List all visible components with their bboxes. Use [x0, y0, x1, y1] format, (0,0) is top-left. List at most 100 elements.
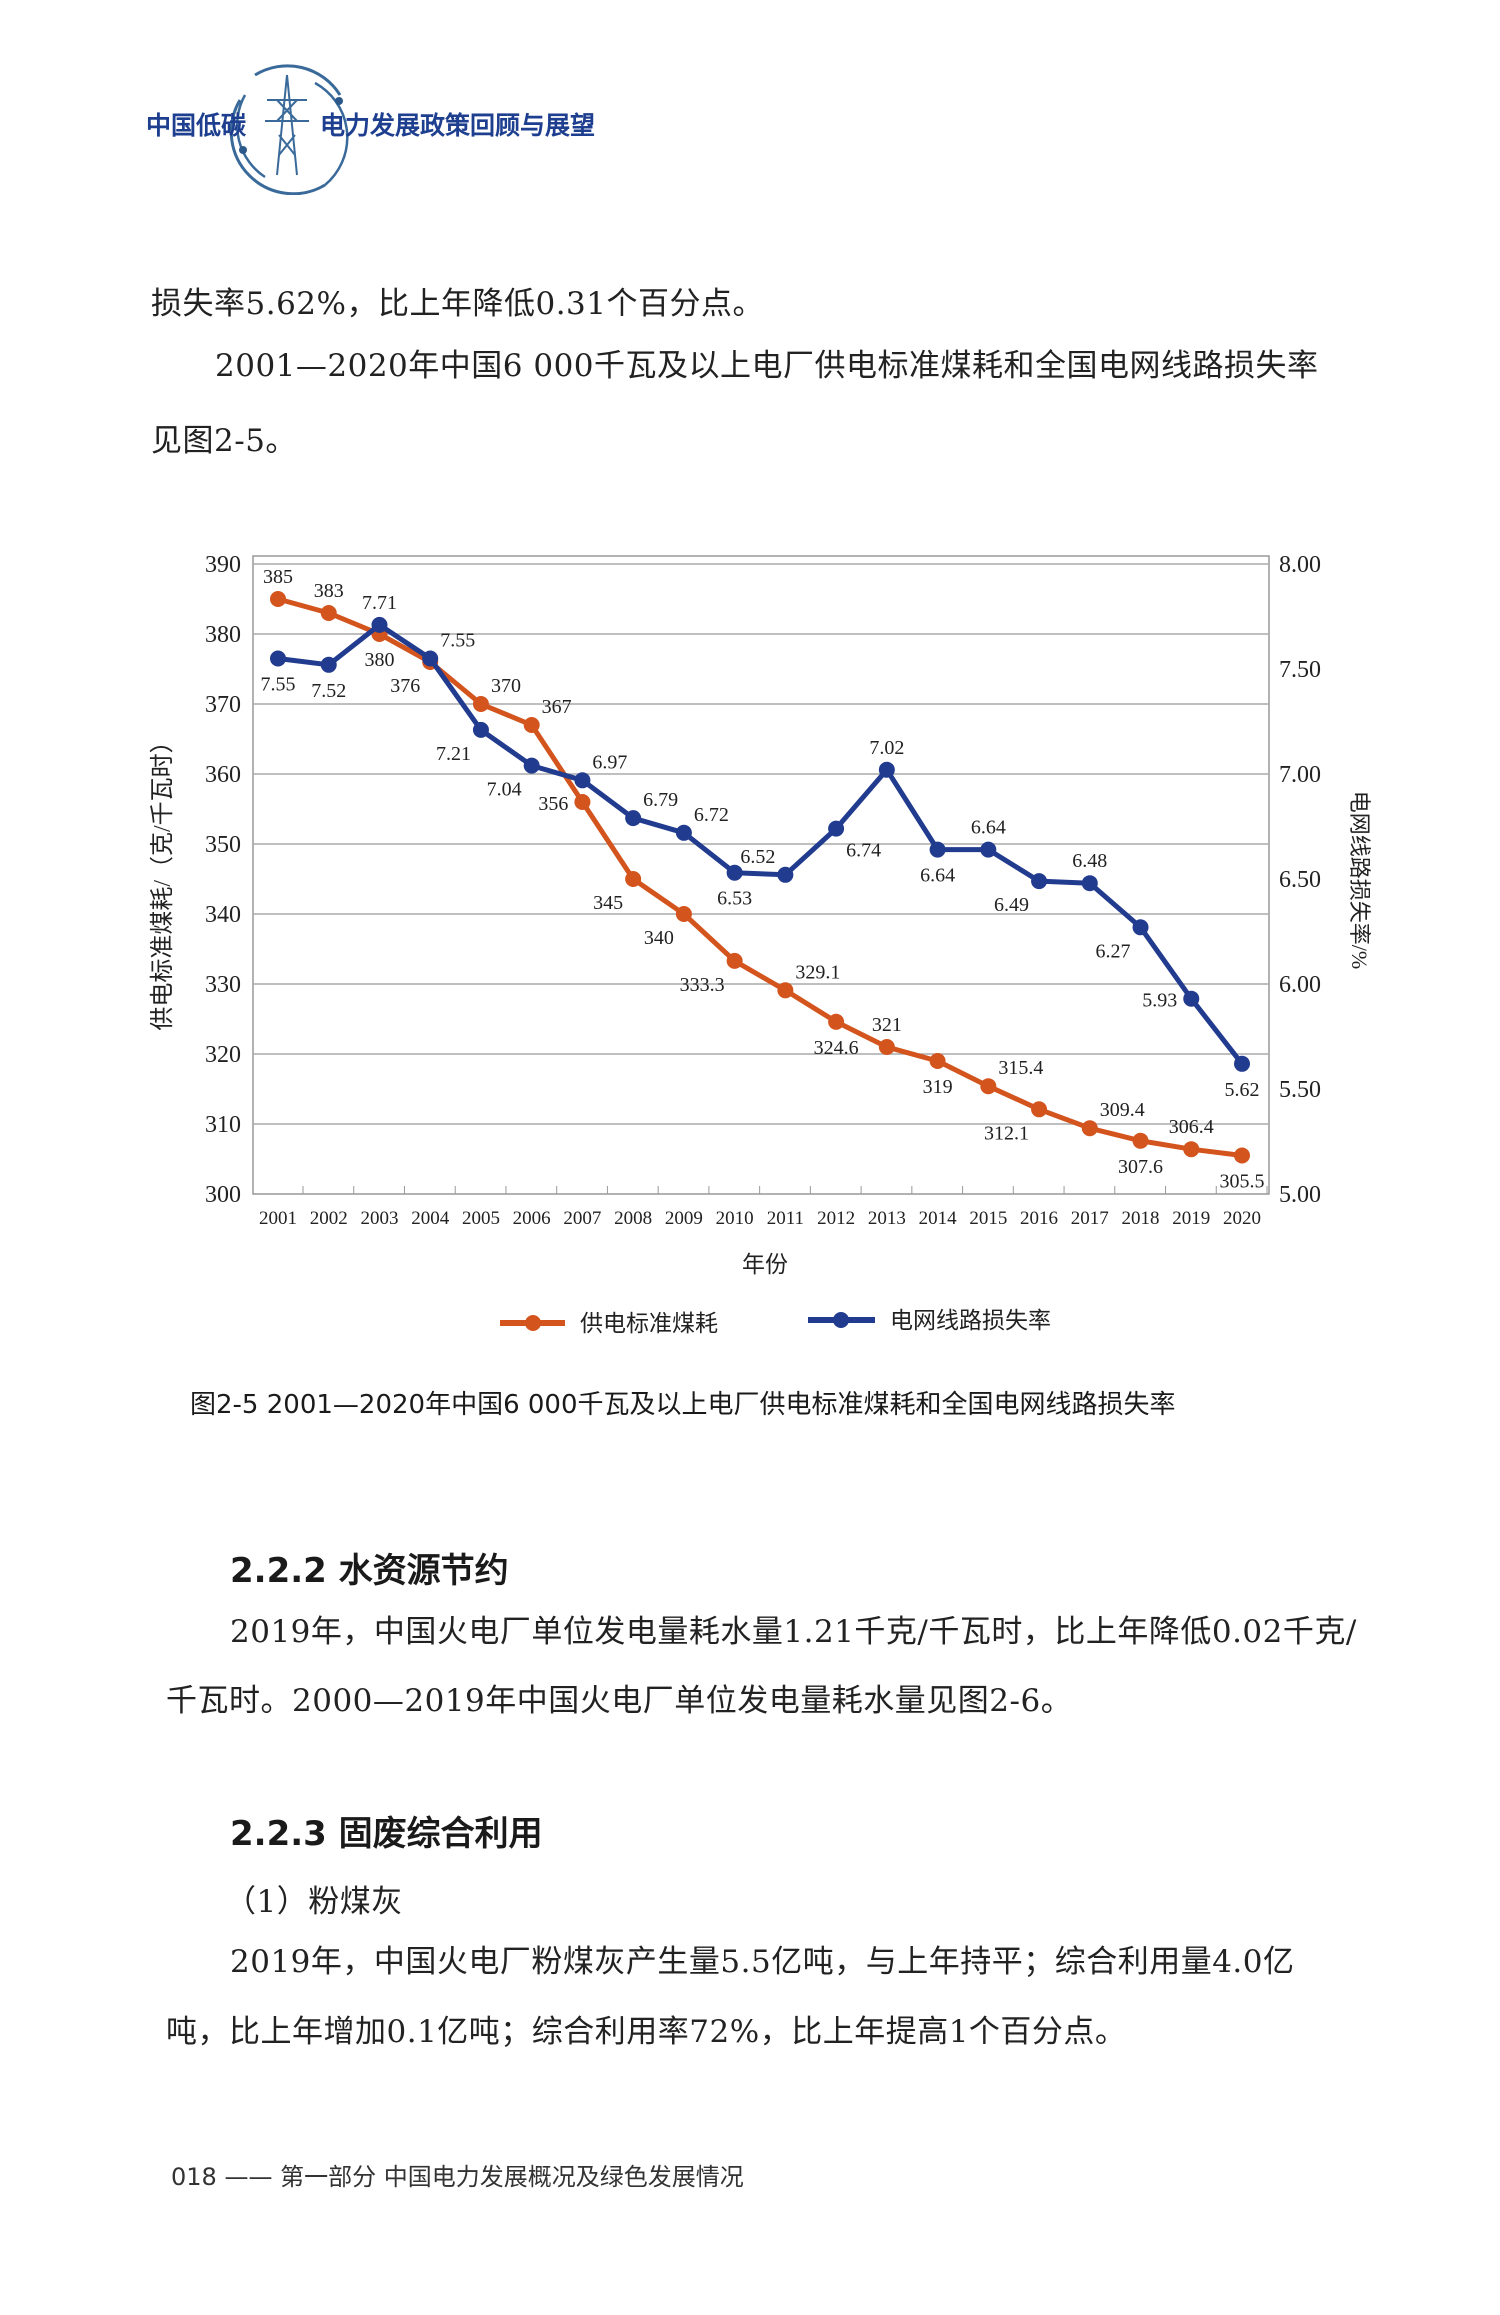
coal-consumption-data-label: 321	[872, 1014, 902, 1036]
coal-consumption-data-label: 315.4	[998, 1057, 1043, 1079]
coal-consumption-data-label: 367	[542, 696, 572, 718]
loss-rate-point	[1183, 990, 1200, 1007]
x-tick-label: 2003	[360, 1208, 398, 1229]
coal-consumption-data-label: 383	[314, 580, 344, 602]
coal-consumption-data-label: 305.5	[1220, 1171, 1265, 1193]
header-title-right: 电力发展政策回顾与展望	[320, 111, 596, 140]
coal-consumption-point	[878, 1039, 895, 1055]
section-heading: 2.2.2 水资源节约	[230, 1551, 509, 1591]
coal-consumption-data-label: 329.1	[795, 961, 840, 983]
coal-consumption-point	[1031, 1101, 1048, 1118]
coal-consumption-point	[523, 717, 540, 733]
paragraph: 吨，比上年增加0.1亿吨；综合利用率72%，比上年提高1个百分点。	[166, 2014, 1127, 2050]
coal-consumption-point	[472, 696, 489, 712]
y-tick-label: 380	[205, 622, 241, 648]
y-tick-label: 300	[205, 1182, 241, 1208]
coal-consumption-point	[1234, 1147, 1250, 1164]
loss-rate-point	[371, 616, 388, 633]
y2-tick-label: 6.50	[1279, 867, 1321, 893]
paragraph: 千瓦时。2000—2019年中国火电厂单位发电量耗水量见图2-6。	[166, 1683, 1073, 1719]
paragraph: 2001—2020年中国6 000千瓦及以上电厂供电标准煤耗和全国电网线路损失率	[215, 348, 1319, 384]
coal-consumption-data-label: 309.4	[1100, 1099, 1145, 1121]
loss-rate-point	[472, 721, 489, 738]
plot-frame	[252, 555, 1270, 1195]
coal-consumption-data-label: 312.1	[984, 1122, 1029, 1144]
y-tick-label: 330	[205, 972, 241, 998]
x-tick-label: 2004	[411, 1208, 450, 1229]
coal-consumption-data-label: 324.6	[814, 1037, 859, 1059]
paragraph: 2019年，中国火电厂单位发电量耗水量1.21千克/千瓦时，比上年降低0.02千…	[230, 1614, 1357, 1650]
loss-rate-point	[422, 650, 439, 667]
loss-rate-point	[828, 820, 845, 837]
coal-consumption-data-label: 345	[593, 892, 623, 914]
figure-caption: 图2-5 2001—2020年中国6 000千瓦及以上电厂供电标准煤耗和全国电网…	[190, 1390, 1176, 1420]
legend-item-coal: 供电标准煤耗	[500, 1311, 718, 1336]
coal-consumption-point	[1183, 1141, 1200, 1158]
legend-item-loss: 电网线路损失率	[808, 1308, 1051, 1333]
coal-consumption-data-label: 376	[390, 675, 420, 697]
x-tick-label: 2006	[513, 1208, 551, 1229]
loss-rate-data-label: 7.21	[436, 743, 471, 765]
subsection-label: （1）粉煤灰	[225, 1884, 403, 1920]
y2-axis-label: 电网线路损失率/%	[1347, 791, 1372, 969]
paragraph: 2019年，中国火电厂粉煤灰产生量5.5亿吨，与上年持平；综合利用量4.0亿	[230, 1944, 1295, 1980]
coal-consumption-point	[777, 982, 794, 999]
loss-rate-point	[320, 656, 337, 673]
loss-rate-data-label: 6.97	[592, 751, 627, 773]
x-tick-label: 2013	[868, 1208, 906, 1229]
section-heading: 2.2.3 固废综合利用	[230, 1814, 543, 1854]
loss-rate-data-label: 6.64	[920, 865, 955, 887]
loss-rate-data-label: 6.74	[846, 840, 881, 862]
x-tick-label: 2020	[1223, 1208, 1261, 1229]
loss-rate-data-label: 7.55	[261, 674, 296, 696]
y2-tick-label: 5.00	[1279, 1182, 1321, 1208]
y-tick-label: 320	[205, 1042, 241, 1068]
coal-consumption-point	[1081, 1120, 1098, 1137]
x-tick-label: 2016	[1020, 1208, 1058, 1229]
coal-consumption-point	[270, 591, 286, 607]
loss-rate-point	[523, 757, 540, 774]
y-tick-label: 360	[205, 762, 241, 788]
coal-consumption-data-label: 333.3	[680, 974, 725, 996]
header-title-left: 中国低碳	[146, 111, 247, 140]
loss-rate-point	[929, 841, 946, 858]
y-tick-label: 350	[205, 832, 241, 858]
loss-rate-point	[270, 650, 286, 667]
x-tick-label: 2002	[310, 1208, 348, 1229]
loss-rate-data-label: 6.53	[717, 888, 752, 910]
coal-consumption-point	[320, 605, 337, 621]
coal-consumption-point	[574, 794, 591, 810]
coal-consumption-point	[675, 906, 692, 922]
x-axis-label: 年份	[742, 1252, 788, 1277]
x-tick-label: 2001	[259, 1208, 297, 1229]
loss-rate-data-label: 5.93	[1142, 990, 1177, 1012]
y-tick-label: 340	[205, 902, 241, 928]
y2-tick-label: 6.00	[1279, 972, 1321, 998]
x-tick-label: 2019	[1172, 1208, 1210, 1229]
loss-rate-point	[625, 810, 642, 827]
legend: 供电标准煤耗 电网线路损失率	[500, 1308, 1051, 1336]
coal-consumption-point	[625, 871, 642, 887]
power-tower-icon	[229, 64, 349, 195]
x-tick-label: 2015	[969, 1208, 1007, 1229]
x-tick-label: 2018	[1122, 1208, 1160, 1229]
loss-rate-point	[1132, 919, 1149, 936]
coal-consumption-line	[277, 596, 1243, 1158]
coal-consumption-data-label: 306.4	[1169, 1116, 1214, 1138]
loss-rate-data-label: 7.55	[440, 630, 475, 652]
page-footer: 018 —— 第一部分 中国电力发展概况及绿色发展情况	[171, 2163, 744, 2191]
loss-rate-point	[574, 772, 591, 789]
coal-consumption-data-label: 356	[538, 793, 568, 815]
loss-rate-data-label: 6.49	[994, 894, 1029, 916]
loss-rate-data-label: 6.79	[643, 789, 678, 811]
line-chart: 300 310 320 330 340 350 360 370 380 390 5.00 5.50 6.…	[149, 552, 1372, 1336]
loss-rate-data-label: 7.02	[869, 737, 904, 759]
x-tick-label: 2017	[1071, 1208, 1109, 1229]
x-tick-label: 2011	[767, 1208, 804, 1229]
coal-consumption-data-label: 319	[923, 1076, 953, 1098]
y-tick-label: 370	[205, 692, 241, 718]
y2-tick-label: 5.50	[1279, 1077, 1321, 1103]
loss-rate-data-label: 6.64	[971, 817, 1006, 839]
coal-consumption-data-label: 380	[364, 649, 394, 671]
loss-rate-point	[1234, 1055, 1250, 1072]
